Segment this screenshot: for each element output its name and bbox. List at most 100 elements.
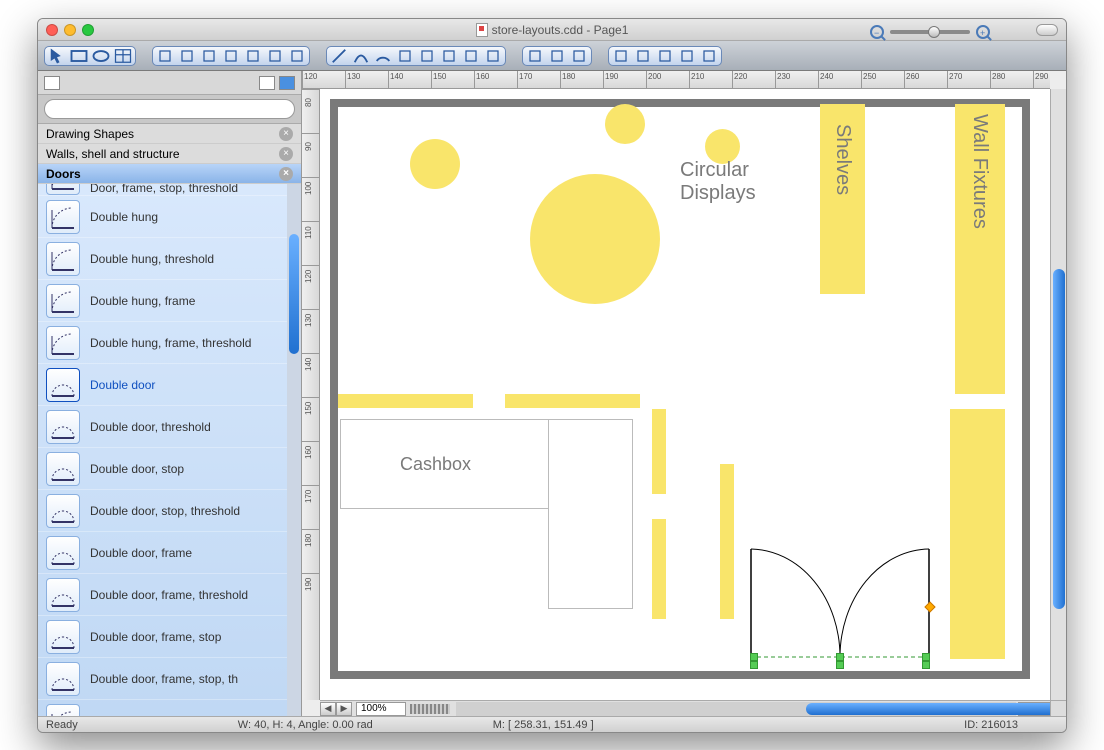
connector-3-button[interactable] [461,48,481,64]
line-button[interactable] [329,48,349,64]
vertical-scrollbar[interactable] [1050,89,1066,700]
refresh-button[interactable] [611,48,631,64]
zoom-level[interactable]: 100% [356,702,406,716]
circular-display[interactable] [605,104,645,144]
horizontal-ruler: 1201301401501601701801902002102202302402… [302,71,1050,89]
shape-item[interactable]: Door, frame, stop, threshold [38,184,287,196]
shape-item[interactable]: Double door [38,364,287,406]
shape-item[interactable]: Uneven door [38,700,287,716]
circular-display[interactable] [410,139,460,189]
sidebar-scroll-thumb[interactable] [289,234,299,354]
shape-item[interactable]: Double door, stop, threshold [38,490,287,532]
sidebar-search [38,95,301,124]
category-drawing-shapes[interactable]: Drawing Shapes× [38,124,301,144]
guides-button[interactable] [569,48,589,64]
eyedrop-1-button[interactable] [677,48,697,64]
hscroll-left-arrow[interactable]: ◀ [320,702,336,716]
status-dimensions: W: 40, H: 4, Angle: 0.00 rad [238,719,373,731]
selection-handle[interactable] [922,661,930,669]
shape-item[interactable]: Double hung, frame [38,280,287,322]
pan-button[interactable] [655,48,675,64]
zoom-slider-thumb[interactable] [928,26,940,38]
category-close-icon[interactable]: × [279,147,293,161]
table-button[interactable] [113,48,133,64]
shape-item[interactable]: Double door, stop [38,448,287,490]
double-door-instance[interactable] [750,549,930,657]
align-right-button[interactable] [199,48,219,64]
selection-handle[interactable] [750,653,758,661]
selection-handle[interactable] [922,653,930,661]
connector-4-button[interactable] [483,48,503,64]
page-tabs[interactable] [410,704,450,714]
status-mouse: M: [ 258.31, 151.49 ] [493,719,594,731]
fixture-rect[interactable] [950,409,1005,659]
align-left-button[interactable] [155,48,175,64]
eyedrop-2-button[interactable] [699,48,719,64]
search-view-icon[interactable] [279,76,295,90]
shape-item[interactable]: Double door, frame [38,532,287,574]
zoom-in-icon[interactable]: + [976,25,990,39]
category-close-icon[interactable]: × [279,127,293,141]
tree-view-icon[interactable] [44,76,60,90]
zoom-slider[interactable] [890,30,970,34]
align-center-button[interactable] [177,48,197,64]
connector-1-button[interactable] [417,48,437,64]
rect-button[interactable] [69,48,89,64]
shape-thumb-icon [46,242,80,276]
fixture-rect[interactable] [338,394,473,408]
polyline-button[interactable] [395,48,415,64]
selection-handle[interactable] [836,661,844,669]
shape-label: Double door, frame, stop [90,630,221,644]
canvas-viewport[interactable]: Circular DisplaysShelvesWall FixturesCas… [320,89,1050,700]
grid-button[interactable] [547,48,567,64]
fixture-rect[interactable] [505,394,640,408]
main-toolbar [38,41,1066,71]
category-walls-shell-and-structure[interactable]: Walls, shell and structure× [38,144,301,164]
fixture-rect[interactable] [652,409,666,494]
search-input[interactable] [44,99,295,119]
distribute-h-button[interactable] [221,48,241,64]
circular-display[interactable] [530,174,660,304]
fixture-rect[interactable] [652,519,666,619]
shape-label: Double hung [90,210,158,224]
ungroup-button[interactable] [287,48,307,64]
snap-button[interactable] [525,48,545,64]
shape-item[interactable]: Double hung, frame, threshold [38,322,287,364]
group-button[interactable] [265,48,285,64]
category-list: Drawing Shapes×Walls, shell and structur… [38,124,301,184]
selection-handle[interactable] [836,653,844,661]
sidebar-scrollbar[interactable] [287,184,301,716]
arc-button[interactable] [373,48,393,64]
ellipse-button[interactable] [91,48,111,64]
shape-label: Double door, threshold [90,420,211,434]
zoom-out-icon[interactable]: − [870,25,884,39]
shape-label: Double door [90,378,155,392]
shape-item[interactable]: Double door, frame, stop [38,616,287,658]
shape-item[interactable]: Double hung [38,196,287,238]
zoom-button[interactable] [633,48,653,64]
shape-item[interactable]: Double door, threshold [38,406,287,448]
cashbox-shape[interactable] [548,419,633,609]
canvas[interactable]: Circular DisplaysShelvesWall FixturesCas… [320,89,1050,700]
connector-2-button[interactable] [439,48,459,64]
shape-thumb-icon [46,368,80,402]
pointer-button[interactable] [47,48,67,64]
shape-item[interactable]: Double door, frame, stop, th [38,658,287,700]
hscroll-track[interactable] [456,702,1016,716]
shape-thumb-icon [46,284,80,318]
grid-view-icon[interactable] [259,76,275,90]
category-doors[interactable]: Doors× [38,164,301,184]
shape-item[interactable]: Double hung, threshold [38,238,287,280]
hscroll-thumb[interactable] [806,703,1067,715]
hscroll-right-arrow[interactable]: ▶ [336,702,352,716]
shape-thumb-icon [46,704,80,717]
resize-corner[interactable] [1050,700,1066,716]
vscroll-thumb[interactable] [1053,269,1065,609]
fixture-rect[interactable] [720,464,734,619]
selection-handle[interactable] [750,661,758,669]
category-close-icon[interactable]: × [279,167,293,181]
shape-item[interactable]: Double door, frame, threshold [38,574,287,616]
curve-button[interactable] [351,48,371,64]
distribute-v-button[interactable] [243,48,263,64]
shape-label: Double hung, frame, threshold [90,336,251,350]
